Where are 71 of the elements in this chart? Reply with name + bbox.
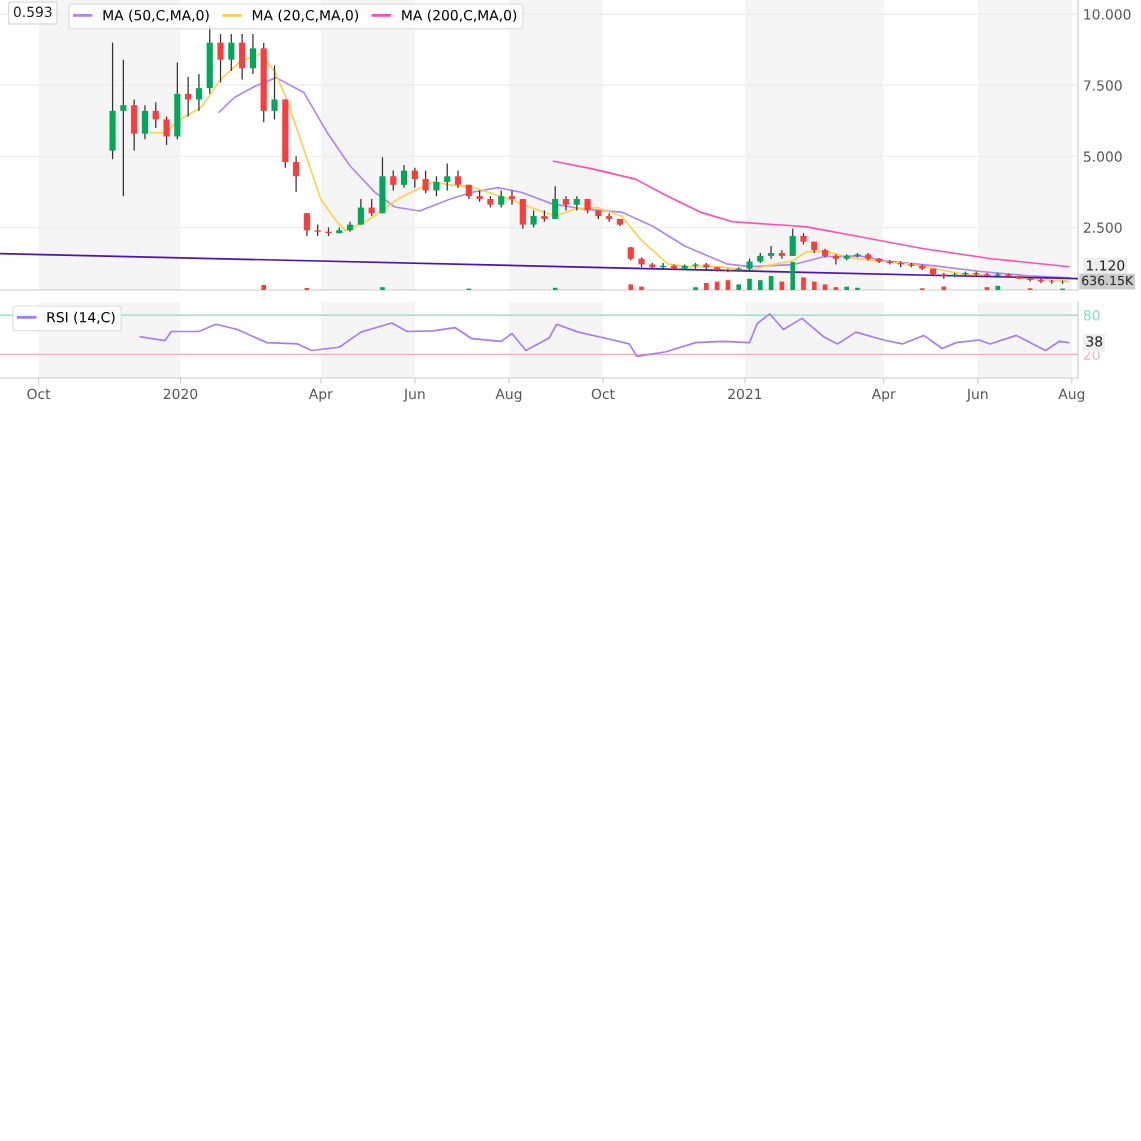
candlestick: [508, 189, 516, 206]
candlestick: [195, 73, 203, 112]
y-tick-label: 7.500: [1084, 80, 1122, 91]
legend-label: MA (20,C,MA,0): [252, 9, 358, 23]
legend-label: RSI (14,C): [47, 311, 115, 325]
candlestick: [217, 33, 224, 84]
candlestick: [552, 185, 559, 220]
x-tick-label: Oct: [591, 388, 615, 400]
candlestick: [228, 33, 235, 72]
y-tick-label: 10.000: [1084, 9, 1131, 20]
x-tick-label: Jun: [403, 388, 425, 402]
annotation: 0.593: [13, 6, 52, 18]
y-tick-label: 2.500: [1083, 222, 1122, 233]
line-series: [552, 160, 1070, 268]
candlestick: [390, 169, 397, 192]
y-tick-label: 80: [1083, 310, 1100, 321]
bar: [801, 277, 806, 290]
candlestick: [422, 169, 429, 194]
bar: [855, 287, 860, 290]
bar: [552, 287, 558, 290]
candlestick: [120, 59, 127, 197]
bar: [704, 283, 709, 290]
x-tick-label: 2020: [163, 388, 198, 400]
bar: [844, 286, 849, 290]
bar: [833, 287, 839, 290]
candlestick: [411, 167, 418, 189]
x-tick-label: Apr: [308, 388, 333, 402]
legend-label: MA (50,C,MA,0): [103, 9, 209, 23]
candlestick: [293, 155, 300, 193]
y-tick-label: 5.000: [1083, 151, 1122, 162]
line-series: [218, 76, 1070, 279]
bar: [639, 286, 644, 290]
candlestick: [185, 76, 192, 118]
bar: [261, 284, 267, 290]
bar: [747, 278, 752, 290]
x-tick-label: Aug: [1058, 388, 1085, 402]
bar: [790, 262, 796, 290]
bar: [811, 281, 817, 290]
bar: [736, 284, 742, 290]
candlestick: [152, 101, 159, 129]
x-tick-label: Apr: [871, 388, 896, 402]
candlestick: [249, 33, 257, 75]
x-tick-label: Oct: [27, 388, 51, 400]
candlestick: [778, 249, 785, 260]
candlestick: [444, 162, 451, 192]
line-series: [150, 53, 1070, 283]
annotation: 1.120: [1086, 260, 1125, 271]
bar: [822, 284, 828, 290]
bar: [995, 285, 1001, 290]
candlestick: [141, 104, 149, 140]
candlestick: [357, 198, 364, 226]
candlestick: [400, 164, 408, 189]
bar: [757, 280, 763, 290]
bar: [380, 287, 385, 290]
x-tick-label: Jun: [966, 388, 988, 402]
candlestick: [832, 253, 839, 266]
candlestick: [271, 64, 278, 121]
bar: [693, 287, 698, 290]
line-series: [139, 312, 1070, 358]
x-tick-label: 2021: [728, 388, 762, 400]
bar: [628, 284, 634, 290]
candlestick: [789, 228, 796, 257]
text: 636.15K: [1082, 275, 1134, 286]
candlestick: [303, 212, 310, 237]
candlestick: [163, 115, 170, 146]
annotation: 38: [1086, 336, 1103, 347]
candlestick: [768, 245, 775, 260]
legend-label: MA (200,C,MA,0): [402, 9, 517, 23]
x-tick-label: Aug: [495, 388, 522, 402]
candlestick: [433, 175, 440, 197]
bar: [984, 287, 990, 290]
